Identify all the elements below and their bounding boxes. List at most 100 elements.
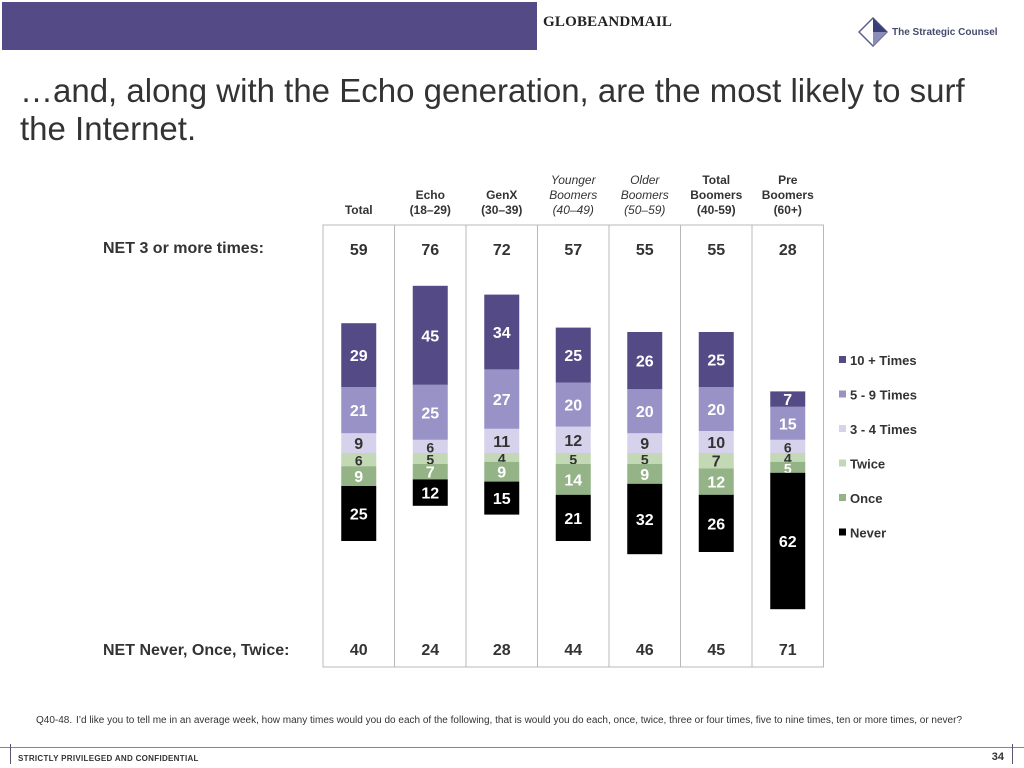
chart-panel-border (322, 224, 824, 668)
legend-label: 5 - 9 Times (850, 388, 917, 403)
bar-segment (555, 382, 591, 427)
net-bottom-value: 71 (779, 642, 797, 659)
bar-segment (627, 332, 663, 390)
bar-segment (341, 387, 377, 434)
net-top-value: 55 (636, 242, 654, 259)
net-bottom-value: 28 (493, 642, 511, 659)
category-label: (60+) (774, 203, 802, 217)
bar-segment (341, 433, 377, 453)
bar-segment (412, 384, 448, 440)
net-top-value: 57 (564, 242, 582, 259)
category-label: Younger (551, 173, 597, 187)
bar-value-label: 20 (707, 402, 725, 419)
bar-value-label: 6 (784, 439, 792, 455)
slide-title: …and, along with the Echo generation, ar… (20, 72, 965, 147)
footnote-question-number: Q40-48. (36, 715, 73, 726)
bar-segment (484, 453, 520, 462)
bar-segment (412, 479, 448, 506)
bar-value-label: 15 (493, 491, 511, 508)
net-bottom-label: NET Never, Once, Twice: (103, 642, 290, 659)
bar-segment (341, 323, 377, 387)
category-label: (40–49) (553, 203, 594, 217)
legend-swatch (839, 356, 846, 363)
bar-segment (341, 453, 377, 467)
net-bottom-value: 24 (421, 642, 439, 659)
bar-segment (555, 426, 591, 453)
bar-value-label: 45 (421, 328, 439, 345)
category-label: Older (630, 173, 660, 187)
bar-value-label: 7 (426, 465, 435, 482)
bar-segment (627, 464, 663, 484)
bar-value-label: 14 (564, 472, 582, 489)
legend-swatch (839, 459, 846, 467)
category-label: (18–29) (410, 203, 451, 217)
bar-segment (770, 439, 806, 453)
bar-segment (770, 406, 806, 440)
bar-segment (627, 483, 663, 555)
bar-value-label: 6 (426, 439, 434, 455)
legend-swatch (839, 528, 846, 536)
bar-segment (484, 369, 520, 429)
strategic-counsel-text: The Strategic Counsel (892, 26, 998, 38)
bar-value-label: 15 (779, 416, 797, 433)
bar-segment (555, 464, 591, 495)
bar-value-label: 11 (493, 434, 510, 451)
legend-label: Once (850, 491, 883, 506)
strategic-counsel-logo: The Strategic Counsel (858, 16, 998, 48)
bar-segment (412, 285, 448, 385)
bar-segment (698, 387, 734, 431)
bar-value-label: 25 (707, 353, 725, 370)
footer-left-tick (10, 744, 11, 764)
bar-value-label: 5 (569, 452, 577, 468)
legend-label: 10 + Times (850, 353, 917, 368)
category-label: Echo (416, 188, 445, 202)
category-label: Total (345, 203, 373, 217)
bar-value-label: 27 (493, 392, 511, 409)
category-label: Boomers (762, 188, 814, 202)
bar-value-label: 9 (640, 436, 649, 453)
bar-segment (484, 294, 520, 370)
footer-rule (0, 747, 1024, 748)
category-label: GenX (486, 188, 517, 202)
bar-segment (698, 453, 734, 469)
category-label: Total (702, 173, 730, 187)
bar-segment (341, 466, 377, 486)
net-top-label: NET 3 or more times: (103, 240, 264, 257)
bar-value-label: 21 (564, 511, 582, 528)
bar-value-label: 7 (783, 392, 792, 409)
bar-value-label: 62 (779, 534, 797, 551)
bar-value-label: 9 (354, 469, 363, 486)
bar-value-label: 21 (350, 403, 368, 420)
bar-segment (770, 472, 806, 610)
bar-value-label: 6 (355, 453, 363, 469)
bar-value-label: 20 (564, 398, 582, 415)
net-top-value: 55 (707, 242, 725, 259)
category-label: (40-59) (697, 203, 736, 217)
diamond-logo-icon (858, 17, 888, 47)
bar-value-label: 12 (564, 433, 582, 450)
stacked-bar-chart: Total5940921296925Echo(18–29)76246254557… (322, 173, 917, 668)
header-bar (2, 2, 537, 50)
legend-label: 3 - 4 Times (850, 422, 917, 437)
footnote-text: I’d like you to tell me in an average we… (76, 715, 963, 726)
legend-swatch (839, 425, 846, 432)
bar-value-label: 29 (350, 348, 368, 365)
net-top-value: 76 (421, 242, 439, 259)
bar-value-label: 12 (707, 475, 725, 492)
bar-value-label: 9 (497, 465, 506, 482)
confidential-notice: STRICTLY PRIVILEGED AND CONFIDENTIAL (18, 754, 199, 763)
bar-segment (770, 453, 806, 462)
bar-value-label: 25 (564, 348, 582, 365)
net-top-value: 72 (493, 242, 511, 259)
net-bottom-value: 45 (707, 642, 725, 659)
category-label: Boomers (690, 188, 742, 202)
legend-label: Twice (850, 457, 885, 472)
bar-value-label: 5 (784, 460, 792, 476)
category-label: Pre (778, 173, 798, 187)
bar-value-label: 4 (784, 450, 792, 466)
legend-swatch (839, 494, 846, 501)
bar-segment (412, 453, 448, 464)
bar-value-label: 32 (636, 512, 654, 529)
bar-segment (484, 461, 520, 482)
bar-value-label: 5 (426, 452, 434, 468)
